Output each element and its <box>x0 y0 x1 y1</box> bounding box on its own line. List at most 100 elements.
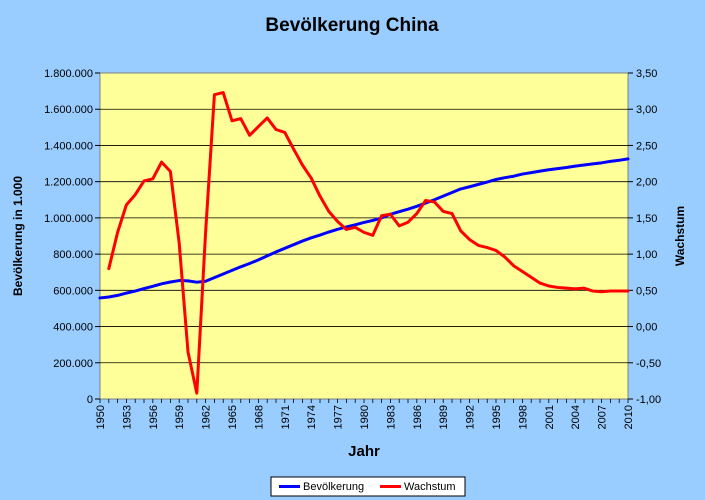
y-tick-label: 1.000.000 <box>44 213 93 225</box>
data-point-population <box>406 207 410 211</box>
y-tick-label: 1.800.000 <box>44 68 93 80</box>
data-point-growth <box>283 131 286 134</box>
data-point-growth <box>204 231 207 234</box>
y2-axis-title: Wachstum <box>673 206 687 266</box>
chart-title: Bevölkerung China <box>265 15 439 36</box>
data-point-population <box>486 180 489 184</box>
y2-tick-label: 0,50 <box>636 285 657 297</box>
x-tick-label: 2001 <box>544 405 556 429</box>
data-point-growth <box>134 193 137 196</box>
y-tick-label: 0 <box>87 394 93 406</box>
data-point-growth <box>222 91 225 94</box>
x-tick-label: 1965 <box>227 405 239 429</box>
data-point-growth <box>257 125 260 128</box>
y2-tick-label: 3,50 <box>636 68 657 80</box>
data-point-population <box>565 166 568 169</box>
data-point-population <box>354 223 357 226</box>
data-point-growth <box>186 350 190 354</box>
data-point-population <box>283 247 286 250</box>
data-point-growth <box>530 276 533 279</box>
data-point-population <box>574 164 577 168</box>
y-axis-title: Bevölkerung in 1.000 <box>11 176 25 296</box>
x-tick-label: 1980 <box>359 405 371 429</box>
legend-box <box>270 476 466 497</box>
data-point-growth <box>609 289 612 293</box>
x-tick-label: 1968 <box>253 405 265 429</box>
data-point-population <box>398 210 401 213</box>
x-tick-label: 2004 <box>570 405 582 429</box>
data-point-growth <box>362 231 366 234</box>
data-point-growth <box>512 264 515 267</box>
data-point-growth <box>503 255 506 259</box>
data-point-growth <box>600 290 603 293</box>
y-tick-label: 800.000 <box>53 249 93 261</box>
data-point-population <box>257 258 260 262</box>
data-point-population <box>230 269 234 272</box>
data-point-population <box>327 230 330 234</box>
data-point-population <box>415 205 418 208</box>
y-tick-label: 1.600.000 <box>44 104 93 116</box>
data-point-population <box>538 169 542 173</box>
data-point-growth <box>230 119 234 123</box>
y2-axis-ticks: -1,00 -0,50 0,00 0,50 1,00 1,50 2,00 2,50 3,00 3,… <box>628 68 661 406</box>
y2-tick-label: -0,50 <box>636 358 661 370</box>
x-tick-label: 1962 <box>201 405 213 429</box>
data-point-growth <box>398 224 401 228</box>
x-tick-label: 1995 <box>491 405 503 429</box>
data-point-population <box>582 163 586 167</box>
data-point-population <box>494 178 498 181</box>
data-point-growth <box>521 270 524 273</box>
y-axis-ticks: 0 200.000 400.000 600.000 800.000 1.000.000 1.… <box>44 68 100 406</box>
y-tick-label: 400.000 <box>53 322 93 334</box>
data-point-growth <box>538 281 542 285</box>
data-point-population <box>310 236 313 240</box>
data-point-population <box>213 276 216 279</box>
data-point-growth <box>450 212 454 215</box>
data-point-growth <box>494 249 498 252</box>
data-point-population <box>178 279 181 282</box>
x-axis-ticks: 1950 1953 1956 1959 1962 1965 1968 1971 1974 1977… <box>95 399 635 429</box>
data-point-population <box>530 171 533 174</box>
data-point-growth <box>318 194 322 198</box>
data-point-growth <box>486 246 489 249</box>
data-point-growth <box>433 200 436 204</box>
data-point-population <box>204 280 207 283</box>
y2-tick-label: 2,50 <box>636 140 657 152</box>
data-point-growth <box>160 160 163 164</box>
data-point-growth <box>380 214 383 217</box>
data-point-growth <box>178 242 181 245</box>
data-point-population <box>442 194 445 198</box>
data-point-population <box>195 280 198 284</box>
y-tick-label: 1.200.000 <box>44 177 93 189</box>
data-point-population <box>512 175 515 178</box>
y2-tick-label: 1,50 <box>636 213 657 225</box>
data-point-growth <box>310 176 313 180</box>
data-point-growth <box>336 220 339 223</box>
legend: Bevölkerung Wachstum <box>270 476 466 497</box>
data-point-population <box>450 191 454 194</box>
data-point-growth <box>459 229 462 233</box>
data-point-growth <box>389 213 392 216</box>
data-point-growth <box>626 289 630 293</box>
data-point-population <box>142 287 146 290</box>
data-point-population <box>556 167 559 170</box>
data-point-growth <box>266 116 269 120</box>
data-point-population <box>459 187 462 191</box>
data-point-growth <box>107 267 111 270</box>
data-point-growth <box>371 234 374 237</box>
data-point-growth <box>301 163 304 167</box>
data-point-growth <box>442 210 445 213</box>
data-point-growth <box>556 286 559 289</box>
data-point-population <box>292 243 295 246</box>
x-tick-label: 1986 <box>412 405 424 429</box>
legend-label-population: Bevölkerung <box>303 481 364 493</box>
x-tick-label: 1950 <box>95 405 107 429</box>
data-point-growth <box>415 212 418 215</box>
x-tick-label: 1983 <box>385 405 397 429</box>
data-point-population <box>477 183 480 186</box>
data-point-population <box>169 280 172 284</box>
data-point-population <box>239 265 242 268</box>
data-point-population <box>336 228 339 231</box>
data-point-growth <box>125 203 128 207</box>
